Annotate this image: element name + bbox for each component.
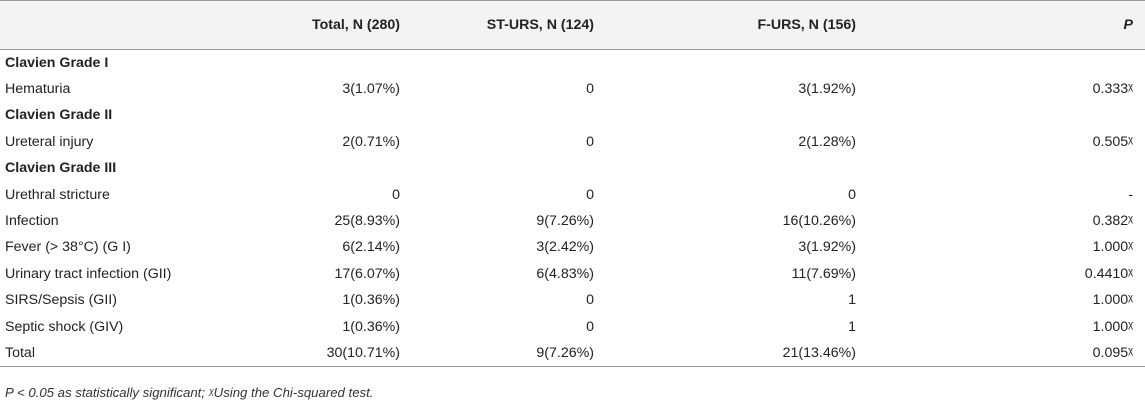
cell-total: 0 — [392, 186, 400, 203]
cell-p-value: 0.4410ᵡ — [1084, 265, 1133, 282]
header-cell-p: P — [862, 0, 1145, 50]
cell-p-value: 1.000ᵡ — [1092, 239, 1133, 256]
row-label: SIRS/Sepsis (GII) — [5, 292, 117, 309]
row-label: Fever (> 38°C) (G I) — [5, 239, 131, 256]
header-row: Total, N (280) ST-URS, N (124) F-URS, N … — [0, 0, 1145, 50]
cell-st-urs: 6(4.83%) — [536, 265, 594, 282]
cell-total: 3(1.07%) — [342, 81, 400, 98]
row-label: Hematuria — [5, 81, 71, 98]
cell-p-value: - — [1128, 186, 1133, 203]
cell-f-urs: 1 — [848, 292, 856, 309]
table-header: Total, N (280) ST-URS, N (124) F-URS, N … — [0, 0, 1145, 50]
section-label: Clavien Grade II — [5, 107, 113, 124]
cell-f-urs: 21(13.46%) — [600, 339, 862, 367]
cell-total: 6(2.14%) — [342, 239, 400, 256]
cell-st-urs: 0 — [586, 81, 594, 98]
row-label: Total — [0, 339, 270, 367]
table-row: Septic shock (GIV) 1(0.36%) 0 1 1.000ᵡ — [0, 313, 1145, 339]
table-row: Total 30(10.71%) 9(7.26%) 21(13.46%) 0.095ᵡ — [0, 339, 1145, 367]
cell-total: 1(0.36%) — [342, 292, 400, 309]
row-label: Septic shock (GIV) — [5, 318, 124, 335]
cell-st-urs: 0 — [586, 292, 594, 309]
row-label: Urinary tract infection (GII) — [5, 265, 172, 282]
cell-p-value: 0.505ᵡ — [1092, 133, 1133, 150]
section-row: Clavien Grade I — [0, 50, 1145, 76]
section-row: Clavien Grade II — [0, 102, 1145, 128]
header-cell-st-urs: ST-URS, N (124) — [410, 0, 600, 50]
cell-f-urs: 16(10.26%) — [782, 213, 856, 230]
table-row: Hematuria 3(1.07%) 0 3(1.92%) 0.333ᵡ — [0, 76, 1145, 102]
cell-p-value: 1.000ᵡ — [1092, 292, 1133, 309]
table-row: SIRS/Sepsis (GII) 1(0.36%) 0 1 1.000ᵡ — [0, 287, 1145, 313]
row-label: Infection — [5, 213, 59, 230]
row-label: Urethral stricture — [5, 186, 110, 203]
cell-f-urs: 11(7.69%) — [791, 265, 856, 282]
cell-st-urs: 3(2.42%) — [536, 239, 594, 256]
cell-p-value: 0.095ᵡ — [862, 339, 1145, 367]
cell-p-value: 0.382ᵡ — [1092, 213, 1133, 230]
cell-total: 17(6.07%) — [334, 265, 400, 282]
cell-f-urs: 3(1.92%) — [798, 81, 856, 98]
header-cell-total: Total, N (280) — [270, 0, 410, 50]
table-body: Clavien Grade I Hematuria 3(1.07%) 0 3(1.92%… — [0, 50, 1145, 367]
section-label: Clavien Grade III — [5, 160, 117, 177]
cell-st-urs: 9(7.26%) — [410, 339, 600, 367]
cell-total: 30(10.71%) — [270, 339, 410, 367]
cell-st-urs: 0 — [586, 318, 594, 335]
complications-table: Total, N (280) ST-URS, N (124) F-URS, N … — [0, 0, 1145, 367]
cell-total: 25(8.93%) — [334, 213, 400, 230]
cell-f-urs: 2(1.28%) — [798, 133, 856, 150]
header-cell-f-urs: F-URS, N (156) — [600, 0, 862, 50]
cell-st-urs: 0 — [586, 186, 594, 203]
table-row: Fever (> 38°C) (G I) 6(2.14%) 3(2.42%) 3(1.… — [0, 234, 1145, 260]
section-row: Clavien Grade III — [0, 155, 1145, 181]
header-cell-label — [0, 0, 270, 50]
table-row: Urethral stricture 0 0 0 - — [0, 181, 1145, 207]
cell-st-urs: 0 — [586, 133, 594, 150]
cell-f-urs: 3(1.92%) — [798, 239, 856, 256]
cell-st-urs: 9(7.26%) — [536, 213, 594, 230]
cell-p-value: 0.333ᵡ — [1092, 81, 1133, 98]
table-row: Infection 25(8.93%) 9(7.26%) 16(10.26%) 0.38… — [0, 208, 1145, 234]
table-footnote: P < 0.05 as statistically significant; ᵡ… — [5, 385, 374, 400]
cell-f-urs: 1 — [848, 318, 856, 335]
row-label: Ureteral injury — [5, 133, 94, 150]
cell-f-urs: 0 — [848, 186, 856, 203]
table-row: Ureteral injury 2(0.71%) 0 2(1.28%) 0.505ᵡ — [0, 129, 1145, 155]
cell-total: 2(0.71%) — [342, 133, 400, 150]
cell-p-value: 1.000ᵡ — [1092, 318, 1133, 335]
section-label: Clavien Grade I — [5, 54, 109, 71]
cell-total: 1(0.36%) — [342, 318, 400, 335]
table-row: Urinary tract infection (GII) 17(6.07%) 6(… — [0, 261, 1145, 287]
